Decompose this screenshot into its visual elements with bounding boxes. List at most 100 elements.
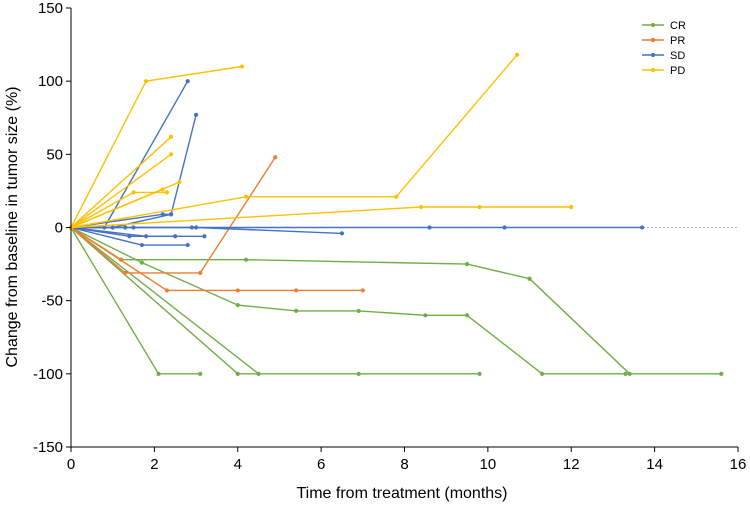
y-axis-label: Change from baseline in tumor size (%) — [4, 86, 21, 367]
series-pd-point — [477, 204, 482, 210]
series-sd-point — [168, 212, 174, 217]
x-tick-label: 16 — [730, 456, 747, 473]
series-pd-patient-line — [70, 136, 172, 229]
x-axis-label: Time from treatment (months) — [296, 485, 507, 502]
x-tick-label: 4 — [234, 456, 242, 473]
series-sd-point — [193, 225, 199, 230]
y-tick-label: -100 — [33, 366, 63, 383]
series-cr-point — [539, 371, 545, 376]
series-cr-patient-line — [70, 227, 201, 375]
series-cr-point — [464, 313, 470, 318]
series-cr-point — [464, 261, 470, 267]
series-pd-point — [160, 187, 165, 192]
series-cr-point — [139, 260, 144, 265]
series-pd-point — [243, 194, 249, 199]
series-sd-patient-line — [71, 226, 343, 235]
legend-swatch-marker — [650, 22, 656, 28]
series-sd-point — [127, 234, 132, 239]
series-sd-point — [427, 225, 432, 230]
ticks-layer: 0 2 4 6 8 10 12 14 16 -150 -100 -50 0 50 100 150 — [33, 0, 746, 473]
series-pd-point — [131, 190, 136, 195]
series-pr-point — [294, 288, 299, 293]
legend: CR PR SD PD — [642, 20, 686, 77]
series-cr-patient-line — [70, 226, 480, 375]
series-pd-patient-line — [70, 188, 163, 229]
series-pr-patient-line — [70, 226, 363, 292]
y-tick-label: -50 — [41, 293, 63, 310]
series-pr-point — [235, 288, 240, 293]
series-layer — [68, 52, 724, 376]
series-pd-point — [143, 79, 149, 84]
series-sd-point — [193, 112, 199, 117]
series-pr-point — [164, 288, 169, 293]
series-pd-patient-line — [70, 153, 172, 229]
x-tick-label: 14 — [646, 456, 663, 473]
series-sd-point — [185, 79, 190, 84]
series-sd-point — [173, 234, 178, 239]
series-pr-point — [118, 257, 124, 262]
series-cr-point — [356, 308, 361, 314]
series-sd-point — [502, 225, 507, 230]
y-tick-label: 50 — [46, 146, 63, 163]
series-pd-point — [514, 52, 520, 57]
x-tick-label: 6 — [317, 456, 325, 473]
series-sd-point — [160, 212, 165, 217]
series-pd-patient-line — [70, 54, 518, 229]
series-pr-patient-line — [70, 226, 122, 261]
x-tick-label: 8 — [400, 456, 408, 473]
series-pd-point — [419, 204, 424, 210]
series-cr-point — [294, 308, 299, 314]
series-cr-point — [235, 302, 240, 308]
series-sd — [68, 79, 645, 248]
series-cr-point — [527, 276, 532, 281]
series-pr-point — [360, 288, 365, 293]
series-cr-point — [623, 371, 628, 376]
series-pd-point — [164, 190, 169, 195]
y-tick-label: 150 — [38, 0, 63, 17]
series-sd-point — [640, 225, 645, 230]
series-pd — [68, 52, 574, 230]
series-pd-point — [177, 180, 182, 185]
series-cr-point — [156, 371, 161, 376]
series-sd-point — [202, 234, 207, 239]
legend-label-pr: PR — [670, 35, 685, 47]
series-pr-point — [198, 270, 203, 275]
series-pr — [68, 155, 365, 293]
series-sd-point — [139, 242, 144, 248]
series-pr-point — [273, 155, 278, 160]
series-cr-point — [477, 371, 482, 376]
legend-label-pd: PD — [670, 65, 685, 77]
series-sd-point — [131, 225, 136, 230]
legend-label-cr: CR — [670, 20, 686, 32]
x-tick-label: 12 — [563, 456, 580, 473]
series-cr-point — [235, 371, 240, 376]
legend-swatch-marker — [650, 37, 656, 43]
series-pd-point — [394, 194, 399, 199]
y-tick-label: -150 — [33, 439, 63, 456]
x-tick-label: 10 — [480, 456, 497, 473]
series-sd-point — [143, 234, 149, 239]
series-pd-point — [168, 134, 174, 139]
series-cr-point — [719, 371, 724, 376]
series-pd-point — [168, 152, 174, 157]
series-pd-point — [569, 204, 574, 210]
y-tick-label: 100 — [38, 73, 63, 90]
series-pr-point — [123, 270, 128, 275]
series-cr-point — [243, 257, 249, 262]
legend-swatch-marker — [650, 52, 656, 58]
series-cr-point — [356, 371, 361, 376]
series-sd-point — [185, 242, 190, 248]
legend-label-sd: SD — [670, 50, 685, 62]
legend-swatch-marker — [650, 67, 656, 73]
series-pd-point — [239, 64, 245, 69]
series-cr-point — [256, 371, 261, 376]
series-cr — [68, 225, 724, 376]
series-cr-patient-line — [70, 226, 260, 375]
x-tick-label: 0 — [67, 456, 75, 473]
series-cr-point — [198, 371, 203, 376]
series-cr-patient-line — [70, 226, 722, 375]
x-tick-label: 2 — [150, 456, 158, 473]
series-sd-point — [339, 231, 345, 236]
y-tick-label: 0 — [55, 220, 63, 237]
